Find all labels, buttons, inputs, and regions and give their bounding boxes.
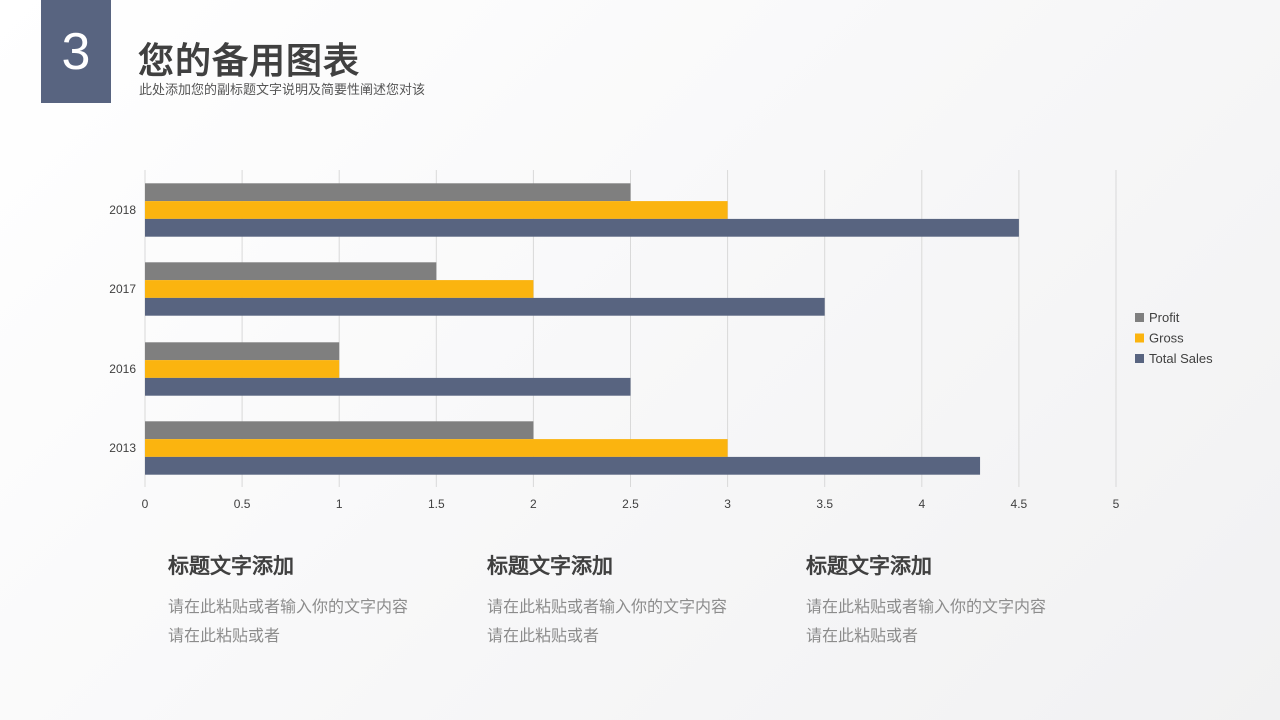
bar-profit (145, 262, 437, 281)
bar-total-sales (145, 377, 631, 396)
legend-swatch (1135, 354, 1144, 363)
bar-gross (145, 280, 534, 298)
page-subtitle: 此处添加您的副标题文字说明及简要性阐述您对该 (139, 83, 426, 98)
text-block-title: 标题文字添加 (806, 554, 932, 578)
text-block-line: 请在此粘贴或者 (487, 626, 600, 645)
bar-total-sales (145, 218, 1019, 237)
x-tick-label: 4.5 (1011, 497, 1028, 511)
y-category-label: 2016 (109, 362, 136, 376)
section-number-badge: 3 (41, 0, 111, 103)
x-tick-label: 4 (918, 497, 925, 511)
text-block-1: 标题文字添加 请在此粘贴或者输入你的文字内容 请在此粘贴或者 (168, 550, 468, 650)
x-tick-label: 3 (724, 497, 731, 511)
legend-label: Total Sales (1149, 351, 1213, 366)
bar-gross (145, 360, 340, 378)
legend-swatch (1135, 333, 1144, 343)
bar-total-sales (145, 456, 981, 475)
bar-chart: 0 0.5 1 1.5 2 2.5 3 3.5 4 4.5 5 2018 2017 2016 2013 Pro… (109, 170, 1213, 511)
x-tick-label: 1.5 (428, 497, 445, 511)
legend-label: Profit (1149, 310, 1180, 325)
x-tick-label: 1 (336, 497, 343, 511)
page-title: 您的备用图表 (138, 41, 361, 82)
y-category-label: 2013 (109, 441, 136, 455)
text-block-line: 请在此粘贴或者输入你的文字内容 (487, 597, 728, 616)
text-block-title: 标题文字添加 (487, 554, 613, 578)
section-number: 3 (61, 22, 91, 81)
text-block-line: 请在此粘贴或者输入你的文字内容 (168, 597, 409, 616)
bar-total-sales (145, 297, 825, 316)
legend-swatch (1135, 313, 1144, 322)
x-tick-label: 2 (530, 497, 537, 511)
text-block-3: 标题文字添加 请在此粘贴或者输入你的文字内容 请在此粘贴或者 (806, 550, 1106, 650)
x-tick-label: 5 (1113, 497, 1120, 511)
x-tick-label: 0.5 (234, 497, 251, 511)
text-block-2: 标题文字添加 请在此粘贴或者输入你的文字内容 请在此粘贴或者 (487, 550, 787, 650)
x-tick-label: 0 (142, 497, 149, 511)
bar-profit (145, 342, 340, 361)
y-category-label: 2018 (109, 203, 136, 217)
bar-profit (145, 183, 631, 202)
x-tick-label: 3.5 (816, 497, 833, 511)
y-category-label: 2017 (109, 282, 136, 296)
text-block-line: 请在此粘贴或者 (168, 626, 281, 645)
legend-label: Gross (1149, 331, 1184, 346)
text-block-line: 请在此粘贴或者输入你的文字内容 (806, 597, 1047, 616)
text-block-line: 请在此粘贴或者 (806, 626, 919, 645)
bar-gross (145, 439, 728, 457)
x-tick-label: 2.5 (622, 497, 639, 511)
text-block-title: 标题文字添加 (168, 554, 294, 578)
bar-profit (145, 421, 534, 440)
bar-gross (145, 201, 728, 219)
